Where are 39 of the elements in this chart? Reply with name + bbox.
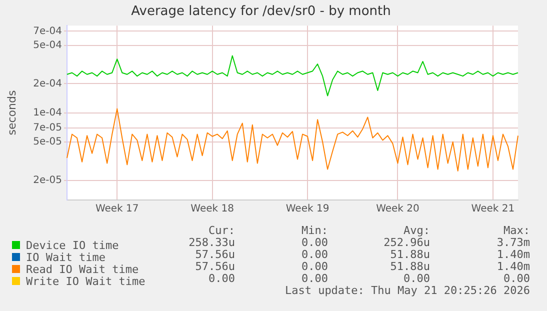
x-tick-label: Week 19 xyxy=(286,204,330,215)
text: Min: xyxy=(302,224,328,237)
x-tick-label: Week 21 xyxy=(471,204,515,215)
text: 258.33u xyxy=(188,236,235,249)
legend-label: Read IO Wait time xyxy=(26,263,139,276)
text: 0.00 xyxy=(208,272,235,285)
y-tick-label: 2e-04 xyxy=(33,78,62,90)
text: Cur: xyxy=(208,224,235,237)
x-tick-label: Week 17 xyxy=(95,204,139,215)
text: 57.56u xyxy=(195,248,235,261)
y-tick-label: 7e-04 xyxy=(33,26,62,37)
text: 0.00 xyxy=(404,272,430,285)
text: 0.00 xyxy=(302,248,328,261)
y-tick-label: 5e-05 xyxy=(33,136,62,148)
text: 0.00 xyxy=(504,272,530,285)
y-axis-title: seconds xyxy=(5,90,18,136)
text: 57.56u xyxy=(195,260,235,273)
legend-label: Write IO Wait time xyxy=(26,275,146,288)
text: Avg: xyxy=(404,224,430,237)
x-tick-label: Week 18 xyxy=(190,204,234,215)
text: 51.88u xyxy=(390,260,430,273)
text: 1.40m xyxy=(496,260,530,273)
legend-label: IO Wait time xyxy=(26,251,106,264)
text: Last update: Thu May 21 20:25:26 2026 xyxy=(284,284,530,297)
text: 0.00 xyxy=(302,272,328,285)
y-tick-label: 7e-05 xyxy=(33,122,62,134)
text: 1.40m xyxy=(496,248,530,261)
y-tick-label: 5e-04 xyxy=(33,40,62,51)
legend-label: Device IO time xyxy=(26,239,119,252)
text: 51.88u xyxy=(390,248,430,261)
text: 3.73m xyxy=(496,236,530,249)
y-tick-label: 2e-05 xyxy=(33,174,62,186)
text: 0.00 xyxy=(302,260,328,273)
text: 252.96u xyxy=(384,236,430,249)
y-tick-label: 1e-04 xyxy=(33,107,62,118)
text: Max: xyxy=(504,224,530,237)
text: 0.00 xyxy=(302,236,328,249)
x-tick-label: Week 20 xyxy=(376,204,420,215)
chart-title: Average latency for /dev/sr0 - by month xyxy=(131,4,391,20)
